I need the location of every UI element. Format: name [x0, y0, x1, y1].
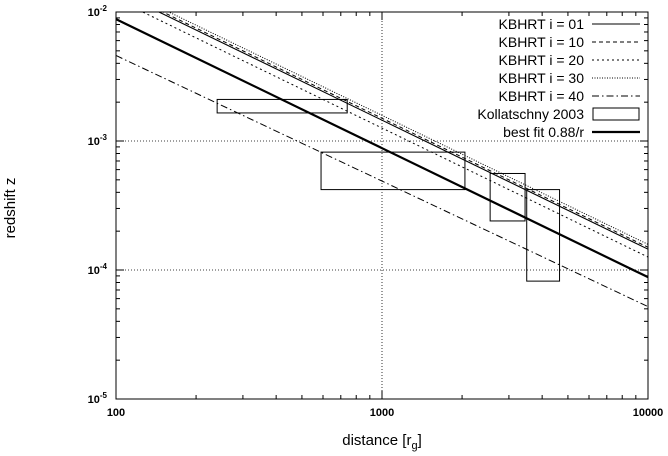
y-tick-label: 10-2: [88, 4, 108, 19]
y-tick-label: 10-5: [88, 391, 108, 406]
y-tick-label-base: 10: [88, 7, 100, 19]
legend-label-best-fit-0-88-r: best fit 0.88/r: [503, 124, 584, 140]
series-line-kbhrt-i-20: [141, 12, 648, 258]
y-tick-label-base: 10: [88, 265, 100, 277]
series-line-kbhrt-i-01: [157, 12, 648, 250]
x-axis-label-subscript: g: [411, 440, 417, 452]
axis-ticks: [115, 11, 649, 400]
y-tick-label: 10-3: [88, 133, 108, 148]
y-axis-label: redshift z: [2, 178, 19, 239]
series-line-kbhrt-i-40: [116, 55, 648, 308]
kollatschny-box-2: [320, 151, 466, 191]
x-tick-label: 10000: [633, 407, 664, 419]
legend-label-kbhrt-i-20: KBHRT i = 20: [499, 52, 585, 68]
x-tick-label: 100: [107, 407, 125, 419]
y-tick-label-exponent: -4: [100, 262, 108, 271]
series-line-kbhrt-i-10: [161, 12, 648, 248]
legend-label-kollatschny-2003: Kollatschny 2003: [477, 106, 584, 122]
x-axis-label: distance [rg]: [342, 432, 422, 452]
y-tick-label-exponent: -2: [100, 4, 108, 13]
kollatschny-box-3: [489, 172, 526, 222]
y-tick-label-base: 10: [88, 394, 100, 406]
legend-label-kbhrt-i-30: KBHRT i = 30: [499, 70, 585, 86]
legend-swatch-kollatschny-2003: [592, 107, 640, 121]
legend-label-kbhrt-i-10: KBHRT i = 10: [499, 34, 585, 50]
x-axis-label-end: ]: [418, 432, 422, 449]
y-tick-label-exponent: -5: [100, 391, 108, 400]
x-axis-label-main: distance [r: [342, 432, 411, 449]
y-tick-label-base: 10: [88, 136, 100, 148]
legend: KBHRT i = 01 KBHRT i = 10 KBHRT i = 20 KBHR…: [477, 16, 640, 140]
y-tick-label-exponent: -3: [100, 133, 108, 142]
y-tick-label: 10-4: [88, 262, 108, 277]
series-line-kbhrt-i-30: [167, 12, 648, 245]
series-line-best-fit-0-88-r: [116, 18, 648, 279]
series-lines: [116, 12, 648, 308]
x-tick-label: 1000: [370, 407, 394, 419]
legend-label-kbhrt-i-01: KBHRT i = 01: [499, 16, 585, 32]
legend-label-kbhrt-i-40: KBHRT i = 40: [499, 88, 585, 104]
